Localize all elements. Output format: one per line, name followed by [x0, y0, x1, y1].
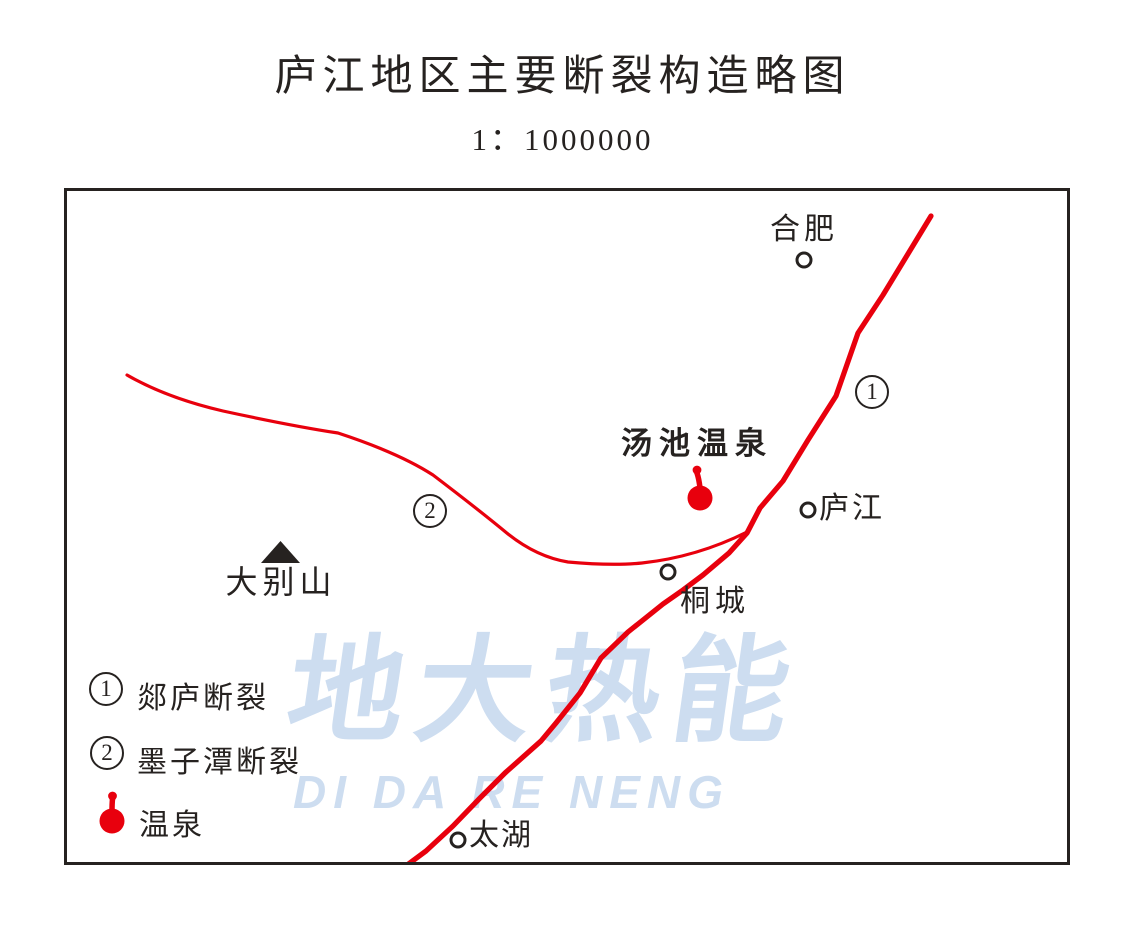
city-label-lujiang: 庐江 [819, 492, 885, 525]
mountain-label: 大别山 [225, 564, 337, 600]
hot-spring-label: 汤池温泉 [621, 426, 773, 461]
city-marker-hefei [795, 251, 813, 269]
map-frame: 地大热能 DI DA RE NENG [64, 188, 1070, 865]
city-label-hefei: 合肥 [770, 213, 838, 246]
legend-label-tanlu-fault: 郯庐断裂 [137, 682, 269, 715]
legend-badge-2: 2 [90, 736, 124, 770]
map-scale: 1：1000000 [471, 122, 654, 157]
city-label-taihu: 太湖 [469, 819, 533, 852]
watermark: 地大热能 DI DA RE NENG [67, 191, 1067, 862]
legend-badge-1: 1 [89, 672, 123, 706]
watermark-en-text: DI DA RE NENG [293, 766, 730, 818]
mountain-icon [261, 541, 300, 563]
legend-label-mozitan-fault: 墨子潭断裂 [137, 746, 302, 779]
map-canvas [99, 213, 934, 862]
fault-1-line [406, 213, 934, 862]
fault-1-badge: 1 [855, 375, 889, 409]
city-marker-lujiang [799, 501, 817, 519]
legend-label-hot-spring: 温泉 [139, 809, 205, 842]
city-marker-taihu [449, 831, 467, 849]
hot-spring-icon [687, 465, 713, 511]
legend-hot-spring-icon [99, 791, 125, 834]
city-label-tongcheng: 桐城 [680, 585, 750, 618]
city-marker-tongcheng [659, 563, 677, 581]
fault-2-line [125, 373, 749, 566]
fault-2-badge: 2 [413, 494, 447, 528]
map-title: 庐江地区主要断裂构造略图 [274, 54, 851, 100]
